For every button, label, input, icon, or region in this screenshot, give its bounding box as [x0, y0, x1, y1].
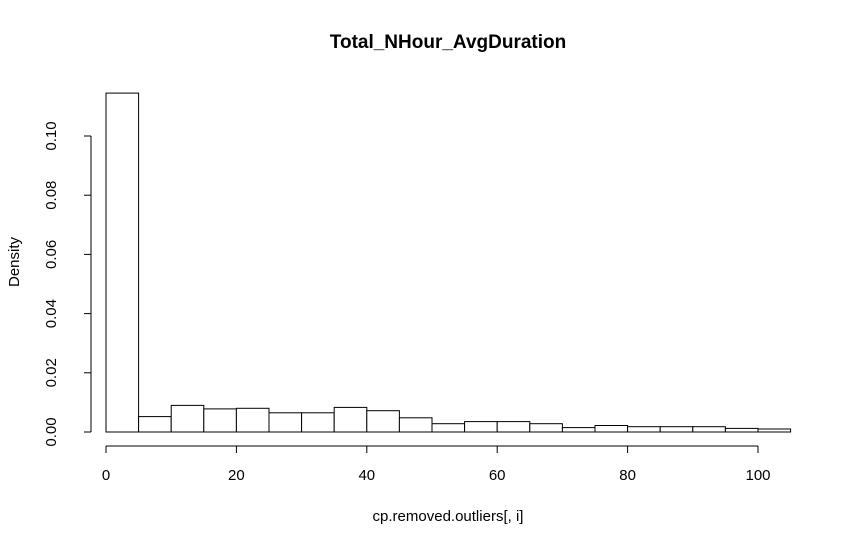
histogram-bar-8 — [366, 410, 400, 433]
histogram-bar-11 — [464, 421, 498, 433]
histogram-bar-15 — [594, 425, 629, 433]
histogram-bar-7 — [333, 406, 368, 433]
x-tick-label-2: 40 — [358, 467, 375, 484]
y-tick-label-4: 0.08 — [43, 181, 60, 210]
histogram-bar-2 — [170, 404, 205, 433]
histogram-bar-18 — [692, 426, 726, 433]
x-tick-label-3: 60 — [489, 467, 506, 484]
histogram-bar-9 — [398, 417, 433, 433]
x-tick-label-4: 80 — [619, 467, 636, 484]
y-tick-label-2: 0.04 — [43, 299, 60, 328]
histogram-bar-0 — [105, 92, 140, 433]
histogram-bar-10 — [431, 423, 466, 433]
histogram-bar-6 — [301, 412, 335, 433]
histogram-bars — [105, 92, 792, 433]
histogram-bar-20 — [757, 428, 792, 433]
x-tick-label-0: 0 — [102, 467, 110, 484]
histogram-bar-16 — [627, 426, 661, 433]
histogram-bar-4 — [235, 407, 270, 433]
y-tick-label-5: 0.10 — [43, 121, 60, 150]
histogram-bar-13 — [529, 423, 563, 433]
y-tick-label-0: 0.00 — [43, 417, 60, 446]
y-tick-label-3: 0.06 — [43, 240, 60, 269]
x-tick-label-1: 20 — [228, 467, 245, 484]
histogram-bar-5 — [268, 412, 303, 433]
y-axis-label: Density — [6, 236, 23, 287]
histogram-bar-14 — [561, 427, 596, 433]
x-axis-label: cp.removed.outliers[, i] — [373, 508, 524, 525]
histogram-bar-1 — [138, 416, 172, 433]
x-tick-label-5: 100 — [745, 467, 770, 484]
x-axis: 0 20 40 60 80 100 — [102, 445, 771, 484]
histogram-bar-17 — [659, 426, 694, 433]
histogram-bar-3 — [203, 408, 237, 433]
chart-title: Total_NHour_AvgDuration — [330, 32, 566, 53]
histogram-bar-12 — [496, 421, 531, 433]
y-tick-label-1: 0.02 — [43, 358, 60, 387]
y-axis: 0.00 0.02 0.04 0.06 0.08 0.10 — [43, 121, 92, 447]
histogram-bar-19 — [724, 427, 759, 433]
